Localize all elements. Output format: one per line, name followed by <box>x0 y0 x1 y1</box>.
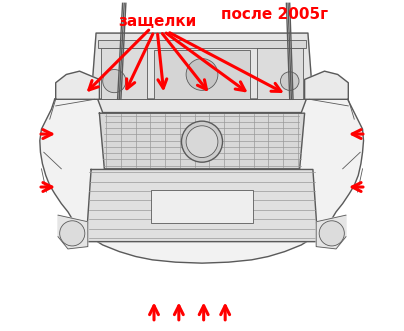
Circle shape <box>103 70 126 93</box>
Bar <box>154 50 250 99</box>
Circle shape <box>319 221 344 246</box>
Polygon shape <box>91 33 313 99</box>
Polygon shape <box>86 169 318 242</box>
Circle shape <box>186 126 218 158</box>
Circle shape <box>280 72 299 90</box>
Bar <box>151 190 253 223</box>
Polygon shape <box>99 113 305 169</box>
Polygon shape <box>316 215 346 249</box>
Bar <box>98 40 306 48</box>
Bar <box>101 48 147 99</box>
Polygon shape <box>98 99 306 113</box>
Polygon shape <box>40 82 364 263</box>
Circle shape <box>60 221 85 246</box>
Bar <box>257 48 303 99</box>
Text: после 2005г: после 2005г <box>221 7 328 23</box>
Text: защелки: защелки <box>118 14 196 29</box>
Circle shape <box>186 59 218 90</box>
Polygon shape <box>58 215 88 249</box>
Polygon shape <box>305 71 348 99</box>
Circle shape <box>181 121 223 162</box>
Polygon shape <box>56 71 99 99</box>
